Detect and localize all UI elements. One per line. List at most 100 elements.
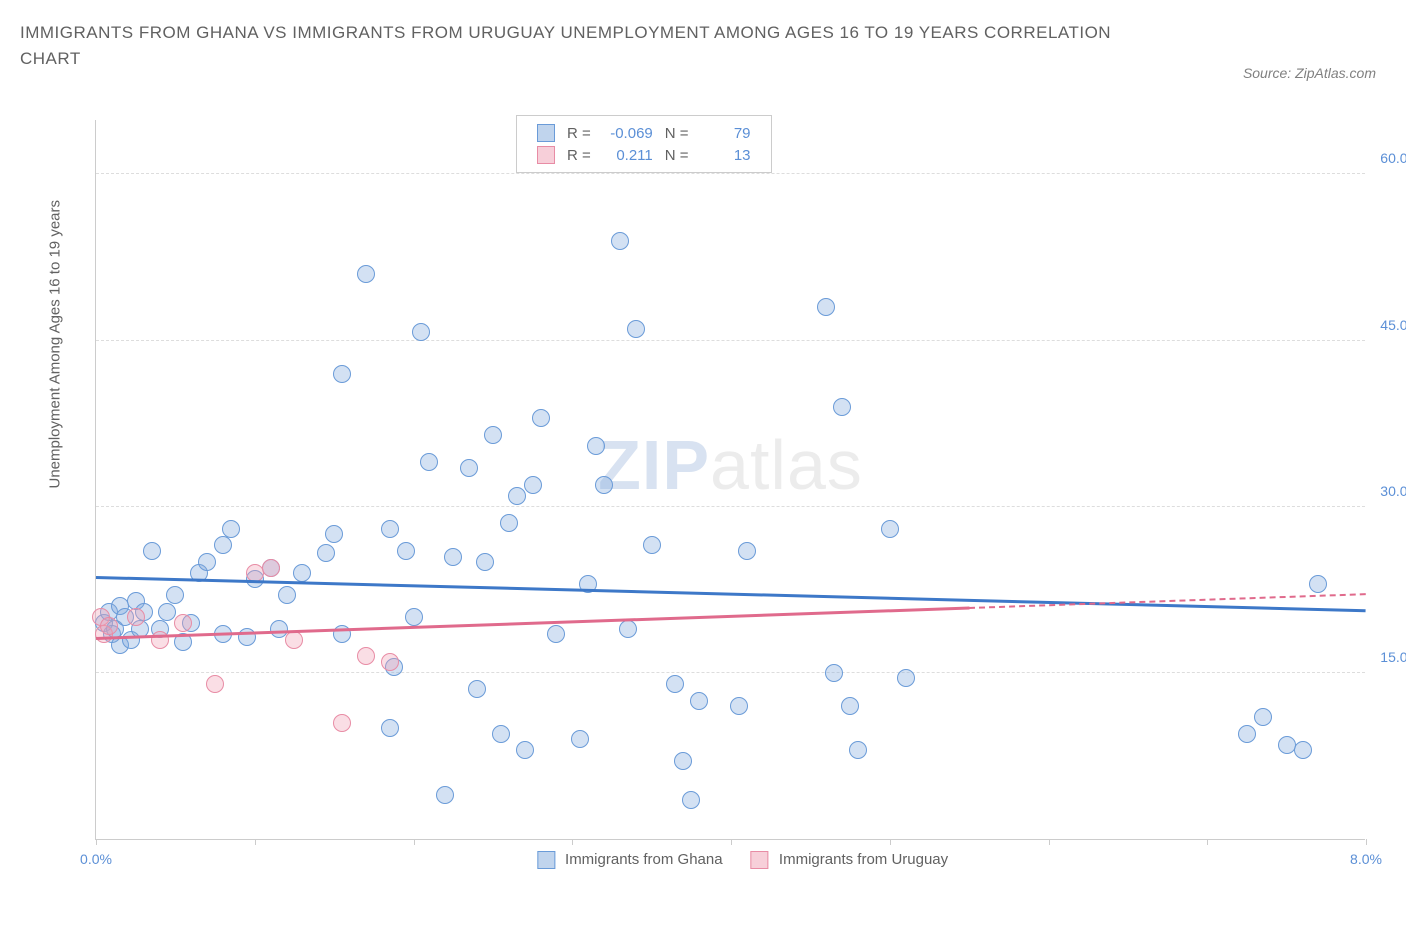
y-tick-label: 60.0% — [1380, 150, 1406, 166]
data-point-uruguay — [285, 631, 303, 649]
data-point-ghana — [841, 697, 859, 715]
gridline — [96, 506, 1365, 507]
data-point-ghana — [690, 692, 708, 710]
x-tick — [96, 839, 97, 845]
y-tick-label: 15.0% — [1380, 649, 1406, 665]
data-point-ghana — [524, 476, 542, 494]
x-tick-label: 8.0% — [1350, 851, 1382, 867]
data-point-ghana — [881, 520, 899, 538]
swatch-uruguay-icon — [537, 146, 555, 164]
data-point-ghana — [627, 320, 645, 338]
data-point-ghana — [317, 544, 335, 562]
data-point-ghana — [381, 520, 399, 538]
data-point-ghana — [444, 548, 462, 566]
x-tick-label: 0.0% — [80, 851, 112, 867]
stats-row-uruguay: R = 0.211 N = 13 — [531, 144, 757, 166]
data-point-ghana — [412, 323, 430, 341]
data-point-uruguay — [381, 653, 399, 671]
y-tick-label: 45.0% — [1380, 317, 1406, 333]
data-point-ghana — [476, 553, 494, 571]
swatch-uruguay-icon — [751, 851, 769, 869]
data-point-ghana — [484, 426, 502, 444]
plot-area: ZIPatlas R = -0.069 N = 79 R = 0.211 N =… — [95, 120, 1365, 840]
data-point-ghana — [270, 620, 288, 638]
data-point-ghana — [166, 586, 184, 604]
watermark: ZIPatlas — [598, 425, 863, 505]
data-point-ghana — [817, 298, 835, 316]
data-point-ghana — [571, 730, 589, 748]
x-tick — [1207, 839, 1208, 845]
data-point-ghana — [516, 741, 534, 759]
data-point-ghana — [547, 625, 565, 643]
data-point-ghana — [619, 620, 637, 638]
legend-label-uruguay: Immigrants from Uruguay — [779, 851, 948, 868]
data-point-ghana — [143, 542, 161, 560]
swatch-ghana-icon — [537, 124, 555, 142]
data-point-ghana — [825, 664, 843, 682]
gridline — [96, 340, 1365, 341]
data-point-ghana — [278, 586, 296, 604]
data-point-ghana — [1294, 741, 1312, 759]
gridline — [96, 173, 1365, 174]
data-point-ghana — [1238, 725, 1256, 743]
data-point-uruguay — [206, 675, 224, 693]
x-tick — [1366, 839, 1367, 845]
data-point-ghana — [333, 365, 351, 383]
data-point-ghana — [833, 398, 851, 416]
correlation-chart: IMMIGRANTS FROM GHANA VS IMMIGRANTS FROM… — [20, 20, 1386, 910]
source-attribution: Source: ZipAtlas.com — [1243, 65, 1376, 81]
data-point-ghana — [500, 514, 518, 532]
data-point-ghana — [325, 525, 343, 543]
data-point-ghana — [357, 265, 375, 283]
data-point-uruguay — [100, 617, 118, 635]
data-point-ghana — [666, 675, 684, 693]
data-point-ghana — [222, 520, 240, 538]
x-tick — [1049, 839, 1050, 845]
data-point-ghana — [293, 564, 311, 582]
data-point-ghana — [198, 553, 216, 571]
data-point-uruguay — [127, 608, 145, 626]
y-tick-label: 30.0% — [1380, 483, 1406, 499]
data-point-uruguay — [333, 714, 351, 732]
chart-title: IMMIGRANTS FROM GHANA VS IMMIGRANTS FROM… — [20, 20, 1120, 71]
stats-row-ghana: R = -0.069 N = 79 — [531, 122, 757, 144]
data-point-ghana — [897, 669, 915, 687]
data-point-ghana — [460, 459, 478, 477]
x-tick — [255, 839, 256, 845]
data-point-ghana — [158, 603, 176, 621]
data-point-ghana — [436, 786, 454, 804]
data-point-ghana — [381, 719, 399, 737]
swatch-ghana-icon — [537, 851, 555, 869]
data-point-ghana — [492, 725, 510, 743]
data-point-ghana — [397, 542, 415, 560]
data-point-uruguay — [262, 559, 280, 577]
data-point-ghana — [1309, 575, 1327, 593]
data-point-ghana — [587, 437, 605, 455]
series-legend: Immigrants from Ghana Immigrants from Ur… — [513, 851, 948, 869]
data-point-ghana — [1254, 708, 1272, 726]
data-point-ghana — [405, 608, 423, 626]
data-point-ghana — [420, 453, 438, 471]
x-tick — [572, 839, 573, 845]
stats-legend: R = -0.069 N = 79 R = 0.211 N = 13 — [516, 115, 772, 173]
x-tick — [890, 839, 891, 845]
data-point-uruguay — [151, 631, 169, 649]
data-point-ghana — [532, 409, 550, 427]
data-point-uruguay — [357, 647, 375, 665]
data-point-ghana — [611, 232, 629, 250]
data-point-ghana — [730, 697, 748, 715]
data-point-ghana — [508, 487, 526, 505]
legend-label-ghana: Immigrants from Ghana — [565, 851, 723, 868]
x-tick — [414, 839, 415, 845]
y-axis-label: Unemployment Among Ages 16 to 19 years — [47, 200, 64, 489]
trendline-uruguay — [96, 607, 969, 640]
x-tick — [731, 839, 732, 845]
data-point-ghana — [849, 741, 867, 759]
data-point-ghana — [214, 536, 232, 554]
data-point-ghana — [682, 791, 700, 809]
gridline — [96, 672, 1365, 673]
data-point-ghana — [674, 752, 692, 770]
data-point-ghana — [738, 542, 756, 560]
data-point-uruguay — [174, 614, 192, 632]
data-point-ghana — [468, 680, 486, 698]
